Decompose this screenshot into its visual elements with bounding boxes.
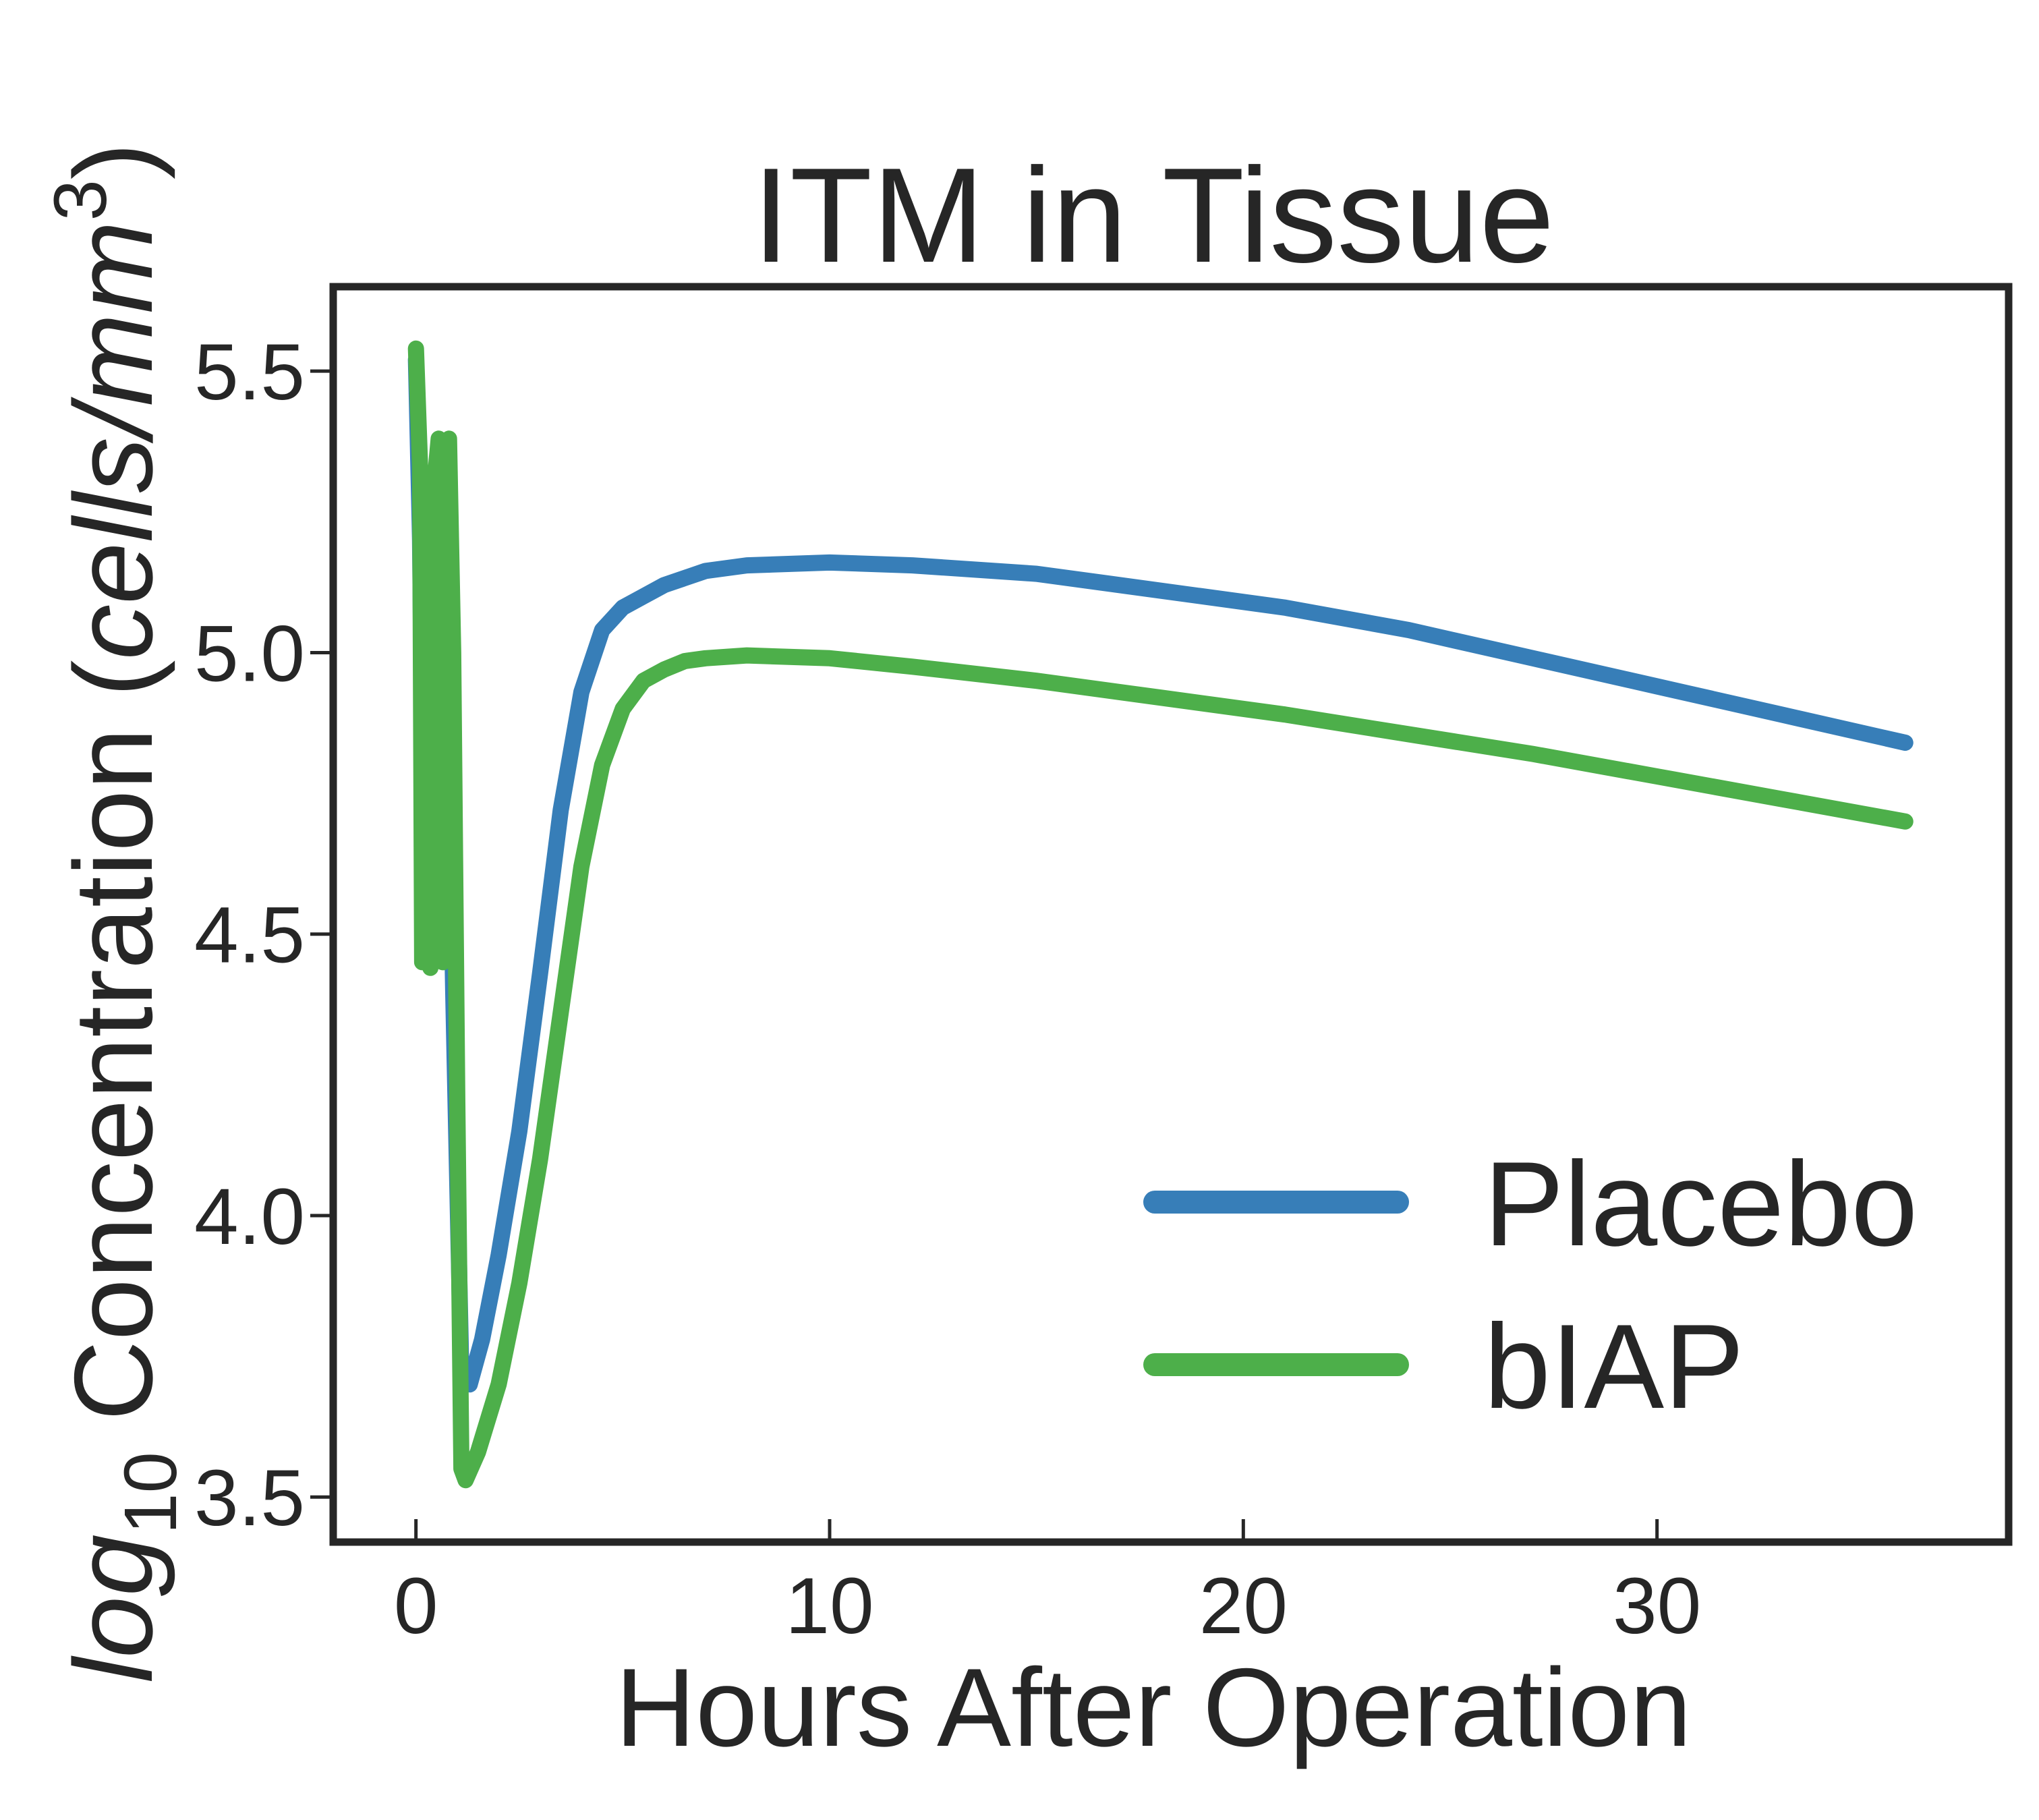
series-line-biap <box>407 340 1914 1489</box>
y-axis-label-log: log <box>51 1535 175 1683</box>
series-layer <box>407 340 1914 1489</box>
x-axis-label: Hours After Operation <box>615 1645 1692 1769</box>
y-tick-label: 5.5 <box>194 328 305 417</box>
x-tick-label: 30 <box>1613 1562 1701 1651</box>
y-tick-label: 3.5 <box>194 1454 305 1543</box>
chart-title: ITM in Tissue <box>752 140 1554 291</box>
y-axis-label-subscript: 10 <box>109 1452 192 1534</box>
x-axis-ticks: 0 10 20 30 <box>394 1519 1701 1651</box>
y-axis-label-suffix: ) <box>51 142 175 179</box>
plot-frame <box>329 283 2013 1546</box>
legend-label-biap: bIAP <box>1484 1299 1744 1433</box>
legend: Placebo bIAP <box>1143 1137 1918 1433</box>
y-axis-label-superscript: 3 <box>39 179 122 221</box>
y-tick-label: 4.5 <box>194 891 305 980</box>
y-axis-label: log10 Concentration (cells/mm3) <box>39 142 192 1682</box>
y-axis-ticks: 3.5 4.0 4.5 5.0 5.5 <box>194 328 333 1543</box>
x-tick-label: 0 <box>394 1562 438 1651</box>
y-tick-label: 4.0 <box>194 1172 305 1261</box>
y-axis-label-text: Concentration ( <box>51 660 175 1452</box>
x-tick-label: 10 <box>785 1562 873 1651</box>
x-tick-label: 20 <box>1199 1562 1288 1651</box>
y-tick-label: 5.0 <box>194 609 305 698</box>
legend-label-placebo: Placebo <box>1484 1137 1918 1271</box>
y-axis-label-unit: cells/mm <box>51 221 175 660</box>
